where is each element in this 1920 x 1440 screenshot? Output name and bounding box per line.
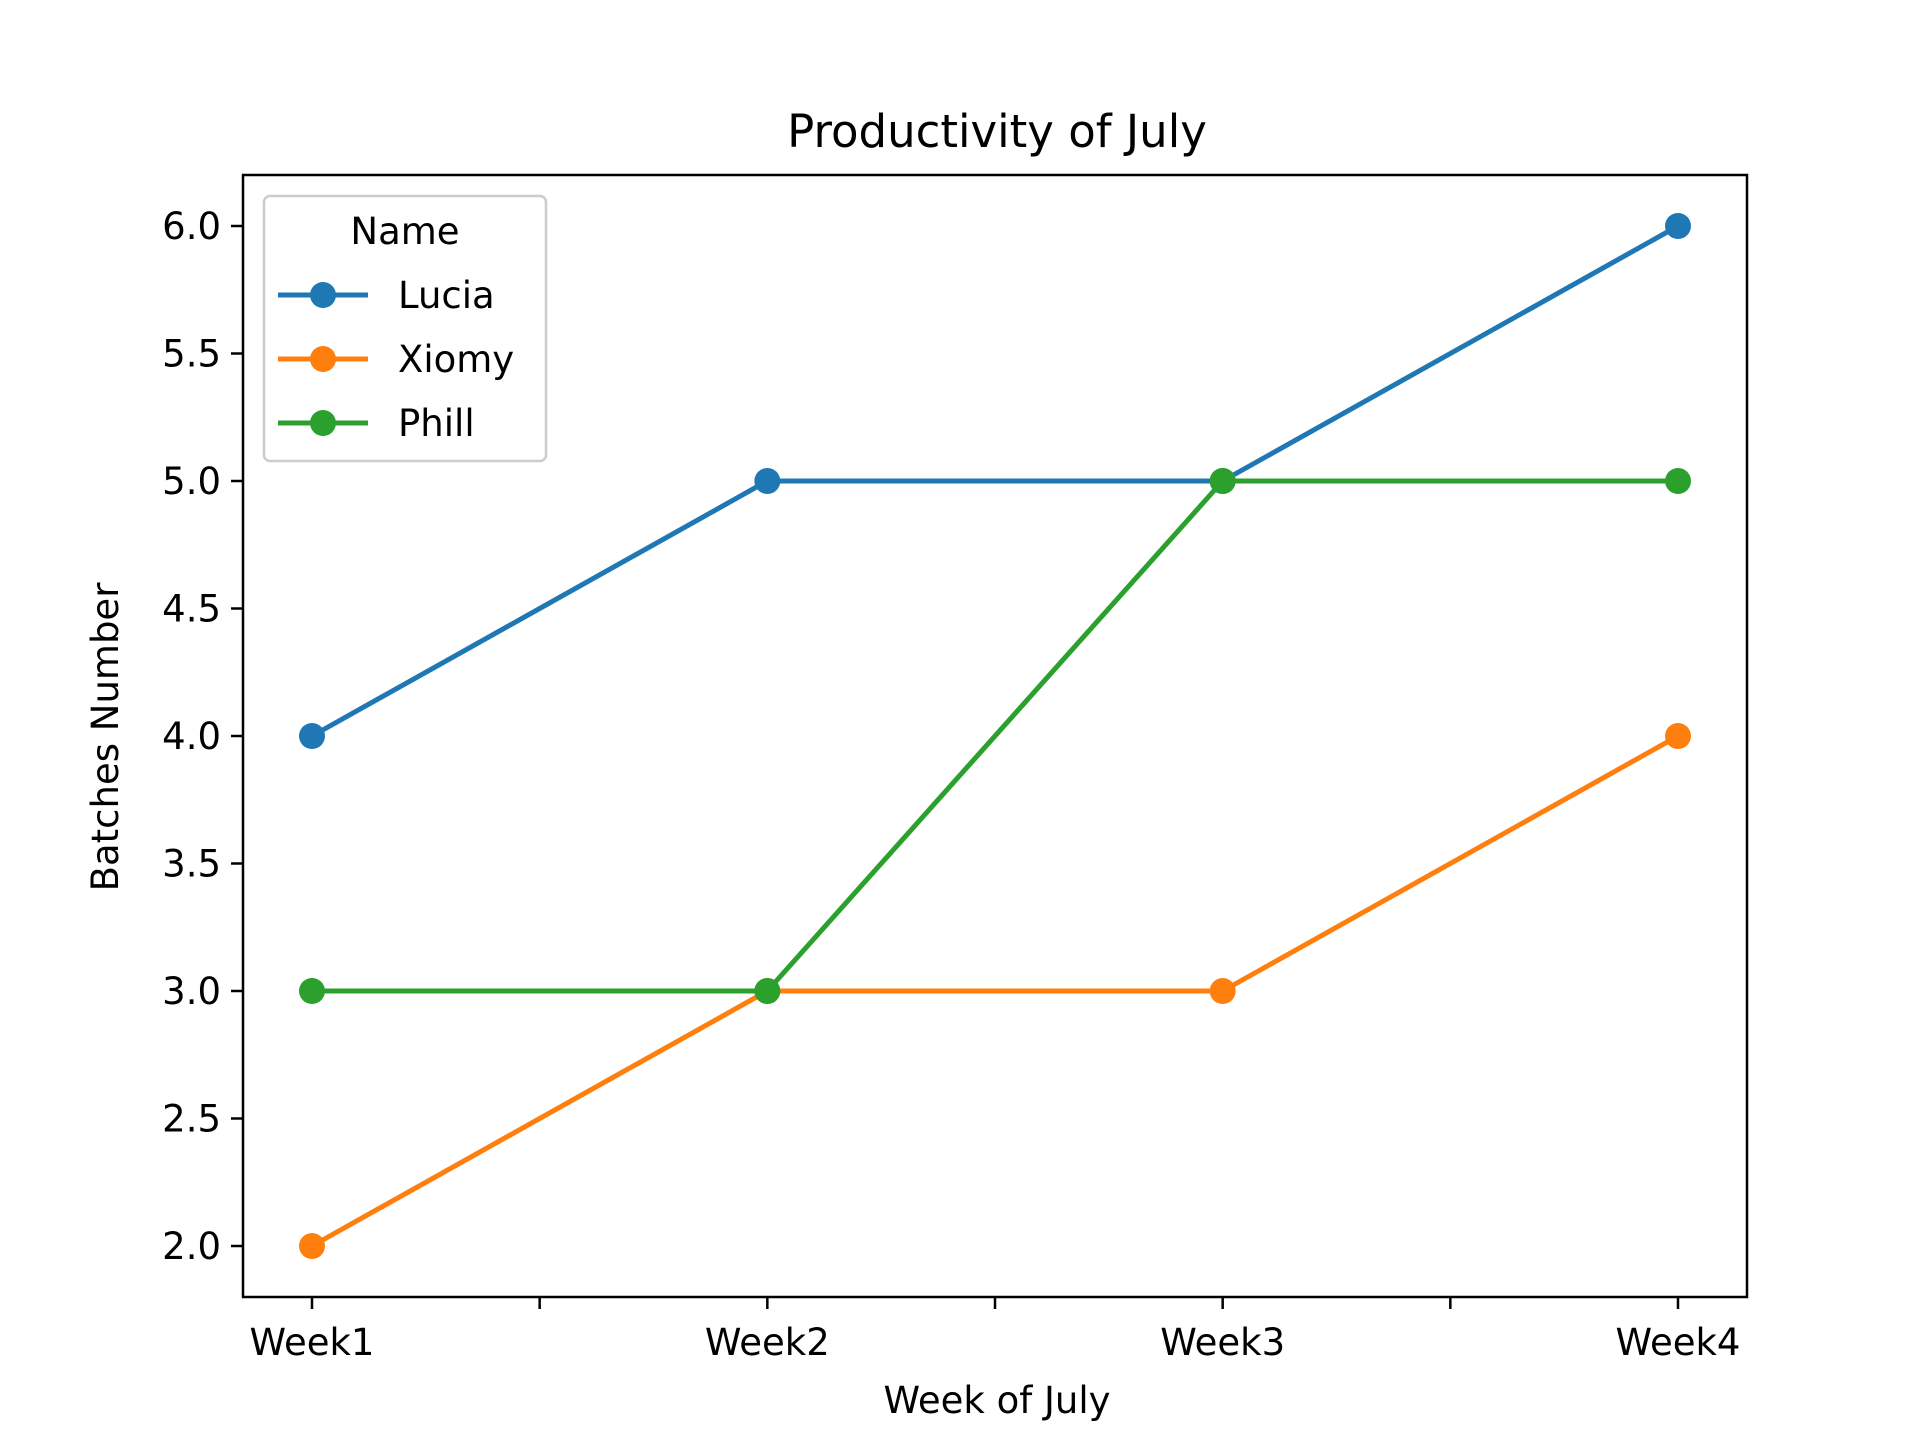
data-point-lucia xyxy=(299,723,325,749)
data-point-phill xyxy=(299,978,325,1004)
plot-area: 2.0 2.5 3.0 3.5 4.0 4.5 5.0 5.5 6.0 Week1 Week2 Wee… xyxy=(162,173,1749,1364)
legend-label-xiomy: Xiomy xyxy=(398,338,514,381)
data-point-xiomy xyxy=(1209,978,1236,1004)
legend-label-lucia: Lucia xyxy=(398,274,495,317)
legend-label-phill: Phill xyxy=(398,402,475,445)
chart-title: Productivity of July xyxy=(787,105,1207,158)
y-tick-label: 5.5 xyxy=(162,333,221,376)
legend-marker-phill xyxy=(310,410,336,436)
x-tick-label: Week4 xyxy=(1616,1321,1741,1364)
y-tick-label: 3.0 xyxy=(162,970,221,1013)
axes-frame xyxy=(241,173,1749,1299)
x-tick-label: Week3 xyxy=(1160,1321,1285,1364)
series-line-phill xyxy=(309,478,1681,994)
legend: Name Lucia Xiomy Phill xyxy=(262,194,548,463)
legend-title: Name xyxy=(350,210,459,253)
data-point-xiomy xyxy=(1665,723,1691,749)
legend-marker-lucia xyxy=(310,282,336,308)
y-tick-label: 2.5 xyxy=(162,1098,221,1141)
legend-box xyxy=(262,194,548,463)
y-tick-label: 6.0 xyxy=(162,205,221,248)
y-axis-title: Batches Number xyxy=(84,582,127,892)
data-point-phill xyxy=(1665,468,1691,494)
data-point-lucia xyxy=(754,468,781,494)
legend-marker-xiomy xyxy=(310,346,336,372)
series-line-lucia xyxy=(308,222,1682,740)
x-axis-title: Week of July xyxy=(883,1379,1110,1422)
data-point-lucia xyxy=(1665,213,1691,239)
data-point-phill xyxy=(1209,468,1236,494)
y-tick-label: 3.5 xyxy=(162,843,221,886)
x-tick-label: Week1 xyxy=(250,1321,375,1364)
x-tick-label: Week2 xyxy=(705,1321,830,1364)
series-line-xiomy xyxy=(308,732,1682,1250)
data-point-xiomy xyxy=(299,1233,325,1259)
y-tick-label: 2.0 xyxy=(162,1225,221,1268)
y-tick-label: 4.0 xyxy=(162,715,221,758)
y-tick-label: 5.0 xyxy=(162,460,221,503)
data-point-phill xyxy=(754,978,781,1004)
y-tick-label: 4.5 xyxy=(162,588,221,631)
